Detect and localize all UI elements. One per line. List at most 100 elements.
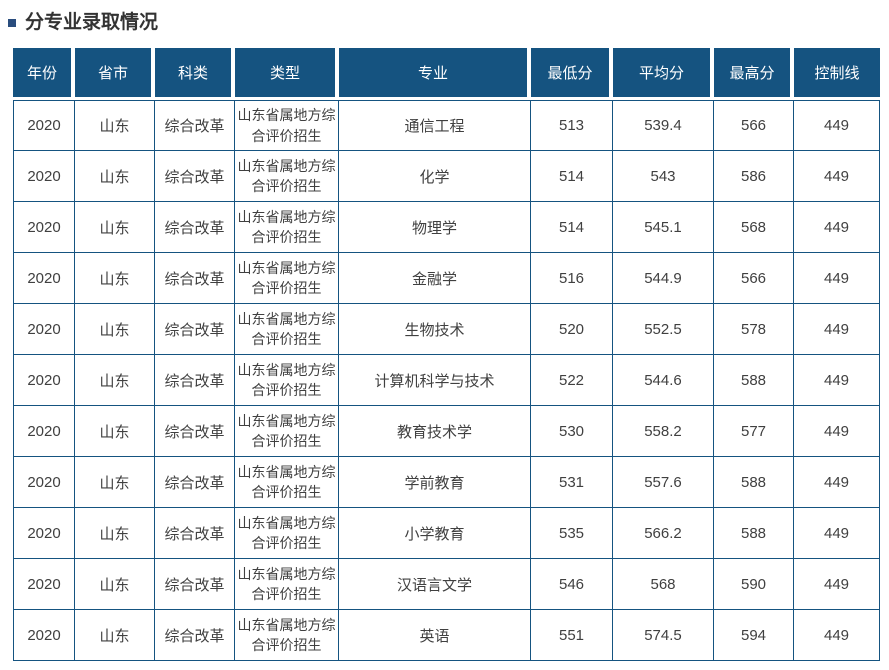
cell-min-score: 531 [531, 457, 613, 508]
square-bullet-icon [8, 18, 16, 27]
cell-major: 通信工程 [339, 100, 531, 151]
cell-control-line: 449 [794, 559, 880, 610]
cell-type: 山东省属地方综合评价招生 [235, 508, 339, 559]
cell-control-line: 449 [794, 610, 880, 661]
cell-max-score: 566 [714, 253, 794, 304]
cell-avg-score: 539.4 [613, 100, 714, 151]
cell-type: 山东省属地方综合评价招生 [235, 406, 339, 457]
cell-subject-category: 综合改革 [155, 508, 235, 559]
cell-type: 山东省属地方综合评价招生 [235, 457, 339, 508]
col-header-year: 年份 [13, 48, 75, 100]
cell-subject-category: 综合改革 [155, 559, 235, 610]
cell-min-score: 513 [531, 100, 613, 151]
cell-max-score: 594 [714, 610, 794, 661]
cell-province: 山东 [75, 304, 155, 355]
table-row: 2020 山东 综合改革 山东省属地方综合评价招生 计算机科学与技术 522 5… [13, 355, 880, 406]
cell-major: 计算机科学与技术 [339, 355, 531, 406]
cell-control-line: 449 [794, 253, 880, 304]
table-row: 2020 山东 综合改革 山东省属地方综合评价招生 小学教育 535 566.2… [13, 508, 880, 559]
table-row: 2020 山东 综合改革 山东省属地方综合评价招生 生物技术 520 552.5… [13, 304, 880, 355]
cell-max-score: 588 [714, 355, 794, 406]
cell-year: 2020 [13, 406, 75, 457]
cell-year: 2020 [13, 304, 75, 355]
cell-major: 教育技术学 [339, 406, 531, 457]
cell-province: 山东 [75, 355, 155, 406]
col-header-min-score: 最低分 [531, 48, 613, 100]
cell-type: 山东省属地方综合评价招生 [235, 610, 339, 661]
cell-year: 2020 [13, 508, 75, 559]
cell-year: 2020 [13, 151, 75, 202]
cell-subject-category: 综合改革 [155, 406, 235, 457]
header-row: 年份 省市 科类 类型 专业 最低分 平均分 最高分 控制线 [13, 48, 880, 100]
cell-major: 学前教育 [339, 457, 531, 508]
cell-province: 山东 [75, 151, 155, 202]
cell-subject-category: 综合改革 [155, 253, 235, 304]
cell-min-score: 530 [531, 406, 613, 457]
cell-major: 生物技术 [339, 304, 531, 355]
cell-min-score: 516 [531, 253, 613, 304]
cell-avg-score: 558.2 [613, 406, 714, 457]
table-row: 2020 山东 综合改革 山东省属地方综合评价招生 金融学 516 544.9 … [13, 253, 880, 304]
cell-type: 山东省属地方综合评价招生 [235, 304, 339, 355]
cell-year: 2020 [13, 355, 75, 406]
cell-control-line: 449 [794, 151, 880, 202]
cell-max-score: 588 [714, 508, 794, 559]
cell-subject-category: 综合改革 [155, 457, 235, 508]
admissions-score-table: 年份 省市 科类 类型 专业 最低分 平均分 最高分 控制线 2020 山东 综… [13, 48, 880, 661]
cell-major: 汉语言文学 [339, 559, 531, 610]
cell-major: 小学教育 [339, 508, 531, 559]
col-header-max-score: 最高分 [714, 48, 794, 100]
col-header-province: 省市 [75, 48, 155, 100]
cell-control-line: 449 [794, 406, 880, 457]
cell-avg-score: 557.6 [613, 457, 714, 508]
cell-control-line: 449 [794, 304, 880, 355]
cell-avg-score: 566.2 [613, 508, 714, 559]
cell-province: 山东 [75, 406, 155, 457]
col-header-subject-category: 科类 [155, 48, 235, 100]
col-header-major: 专业 [339, 48, 531, 100]
section-header: 分专业录取情况 [0, 0, 889, 48]
cell-subject-category: 综合改革 [155, 100, 235, 151]
cell-province: 山东 [75, 253, 155, 304]
table-row: 2020 山东 综合改革 山东省属地方综合评价招生 学前教育 531 557.6… [13, 457, 880, 508]
table-row: 2020 山东 综合改革 山东省属地方综合评价招生 物理学 514 545.1 … [13, 202, 880, 253]
cell-min-score: 535 [531, 508, 613, 559]
cell-type: 山东省属地方综合评价招生 [235, 100, 339, 151]
cell-type: 山东省属地方综合评价招生 [235, 151, 339, 202]
table-row: 2020 山东 综合改革 山东省属地方综合评价招生 汉语言文学 546 568 … [13, 559, 880, 610]
cell-province: 山东 [75, 202, 155, 253]
cell-year: 2020 [13, 457, 75, 508]
cell-year: 2020 [13, 100, 75, 151]
cell-avg-score: 544.6 [613, 355, 714, 406]
table-row: 2020 山东 综合改革 山东省属地方综合评价招生 教育技术学 530 558.… [13, 406, 880, 457]
cell-max-score: 568 [714, 202, 794, 253]
cell-max-score: 566 [714, 100, 794, 151]
cell-avg-score: 568 [613, 559, 714, 610]
cell-min-score: 522 [531, 355, 613, 406]
cell-avg-score: 545.1 [613, 202, 714, 253]
cell-avg-score: 544.9 [613, 253, 714, 304]
cell-year: 2020 [13, 202, 75, 253]
col-header-type: 类型 [235, 48, 339, 100]
cell-type: 山东省属地方综合评价招生 [235, 253, 339, 304]
cell-subject-category: 综合改革 [155, 610, 235, 661]
cell-min-score: 546 [531, 559, 613, 610]
cell-province: 山东 [75, 559, 155, 610]
cell-max-score: 577 [714, 406, 794, 457]
section-title-line: 分专业录取情况 [8, 11, 889, 34]
cell-year: 2020 [13, 559, 75, 610]
cell-major: 物理学 [339, 202, 531, 253]
cell-major: 化学 [339, 151, 531, 202]
cell-type: 山东省属地方综合评价招生 [235, 202, 339, 253]
cell-avg-score: 543 [613, 151, 714, 202]
table-row: 2020 山东 综合改革 山东省属地方综合评价招生 化学 514 543 586… [13, 151, 880, 202]
cell-province: 山东 [75, 610, 155, 661]
table-row: 2020 山东 综合改革 山东省属地方综合评价招生 通信工程 513 539.4… [13, 100, 880, 151]
cell-year: 2020 [13, 253, 75, 304]
cell-type: 山东省属地方综合评价招生 [235, 559, 339, 610]
cell-max-score: 590 [714, 559, 794, 610]
cell-avg-score: 552.5 [613, 304, 714, 355]
cell-control-line: 449 [794, 355, 880, 406]
cell-control-line: 449 [794, 508, 880, 559]
